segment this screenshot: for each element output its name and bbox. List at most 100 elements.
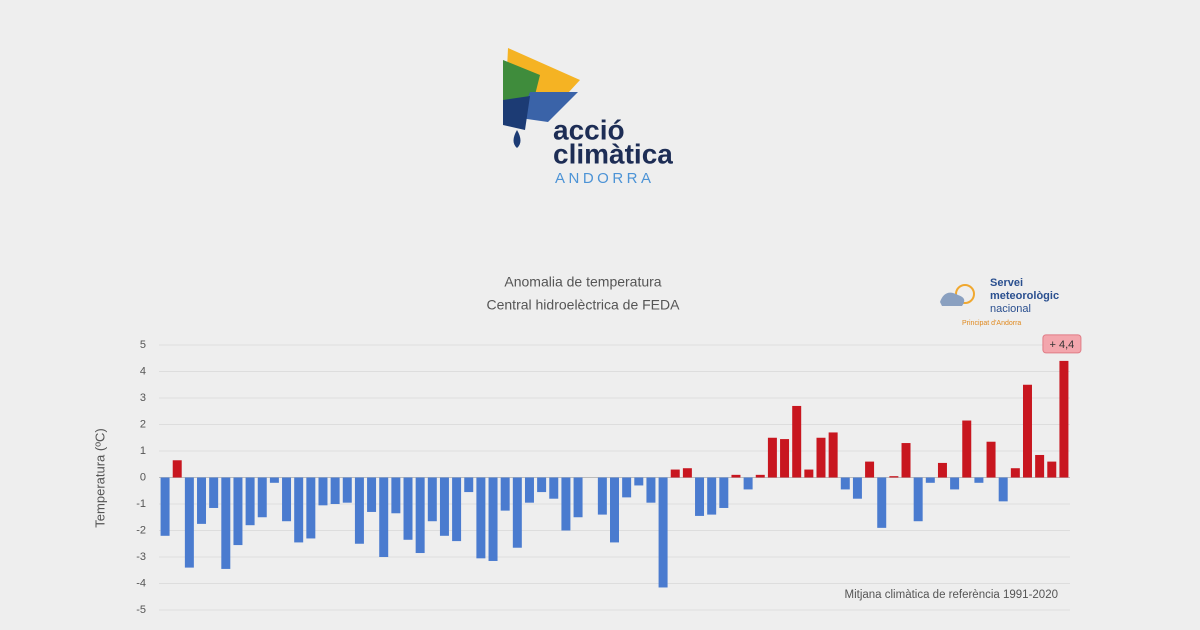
y-tick-label: 3: [140, 392, 146, 404]
bar: [852, 477, 862, 499]
bar: [610, 477, 619, 543]
bar: [549, 477, 559, 499]
bar: [342, 477, 352, 503]
bar: [391, 477, 401, 514]
bar: [998, 477, 1008, 502]
bar: [743, 477, 753, 490]
bar: [257, 477, 267, 518]
y-tick-label: 4: [140, 365, 146, 377]
y-tick-label: -4: [136, 577, 146, 589]
bar: [816, 437, 826, 478]
bar: [160, 477, 170, 536]
y-tick-label: 2: [140, 418, 146, 430]
bar: [1059, 360, 1069, 478]
annotation-box: [1042, 334, 1082, 354]
bar: [172, 460, 182, 478]
bar: [1047, 461, 1057, 478]
bar: [415, 477, 425, 554]
y-tick-label: -5: [136, 604, 146, 616]
y-tick-label: 0: [140, 471, 146, 483]
chart-subtitle: Central hidroelèctrica de FEDA: [487, 297, 681, 313]
bar: [1022, 384, 1032, 478]
bar: [403, 477, 413, 540]
y-tick-label: -1: [136, 498, 146, 510]
bar: [937, 462, 947, 478]
bar: [512, 477, 522, 548]
bar: [330, 477, 340, 504]
bar: [367, 477, 377, 512]
bar: [597, 477, 607, 515]
bar: [464, 477, 474, 493]
bar: [950, 477, 960, 490]
bar: [962, 420, 972, 478]
bar: [792, 405, 802, 478]
bar: [379, 477, 389, 557]
bar: [221, 477, 231, 569]
y-axis-label: Temperatura (ºC): [92, 428, 107, 527]
bar: [731, 474, 741, 478]
partner-text: Servei: [990, 277, 1023, 289]
bar: [488, 477, 498, 561]
bar: [889, 476, 899, 478]
annotation: + 4,4: [1050, 339, 1075, 351]
bar: [986, 441, 996, 478]
bar: [974, 477, 984, 483]
chart-title: Anomalia de temperatura: [504, 274, 661, 290]
bar: [767, 437, 777, 478]
bar: [780, 439, 790, 478]
bar: [427, 477, 437, 522]
bar: [682, 468, 692, 478]
bar: [804, 469, 814, 478]
bar: [840, 477, 850, 490]
bar: [294, 477, 304, 543]
bar: [354, 477, 364, 544]
bar: [561, 477, 571, 531]
note: Mitjana climàtica de referència 1991-202…: [844, 589, 1058, 601]
bar: [670, 469, 680, 478]
bar: [524, 477, 534, 503]
bar: [318, 477, 328, 506]
bar: [634, 477, 644, 486]
bar: [646, 477, 656, 503]
bar: [245, 477, 255, 526]
partner-text: nacional: [990, 303, 1031, 315]
bar: [233, 477, 243, 546]
bar: [197, 477, 207, 524]
bar: [913, 477, 923, 522]
bar: [452, 477, 462, 542]
bar: [1010, 468, 1020, 478]
partner-text: meteorològic: [990, 290, 1059, 302]
partner-text: Principat d'Andorra: [962, 320, 1021, 327]
bar: [925, 477, 935, 483]
bar: [865, 461, 875, 478]
bar: [500, 477, 510, 511]
bar: [476, 477, 486, 559]
y-tick-label: 1: [140, 445, 146, 457]
logo-text: ANDORRA: [555, 170, 655, 187]
bar: [828, 432, 838, 478]
logo-text: acció: [553, 114, 625, 145]
bar: [573, 477, 583, 518]
y-tick-label: 5: [140, 339, 146, 351]
bar: [658, 477, 668, 588]
bar: [755, 474, 765, 478]
bar: [695, 477, 705, 516]
bar: [306, 477, 316, 539]
partner-icon: [940, 284, 975, 306]
bar: [1035, 454, 1045, 478]
bar: [209, 477, 219, 508]
bar: [901, 443, 911, 478]
bar: [537, 477, 547, 493]
bar: [282, 477, 292, 522]
bar: [719, 477, 729, 508]
bar: [439, 477, 449, 536]
bar: [877, 477, 887, 528]
logo-text: climàtica: [553, 138, 673, 169]
bar: [184, 477, 194, 568]
y-tick-label: -2: [136, 524, 146, 536]
bar: [269, 477, 279, 483]
bar: [707, 477, 717, 515]
bar: [622, 477, 632, 498]
